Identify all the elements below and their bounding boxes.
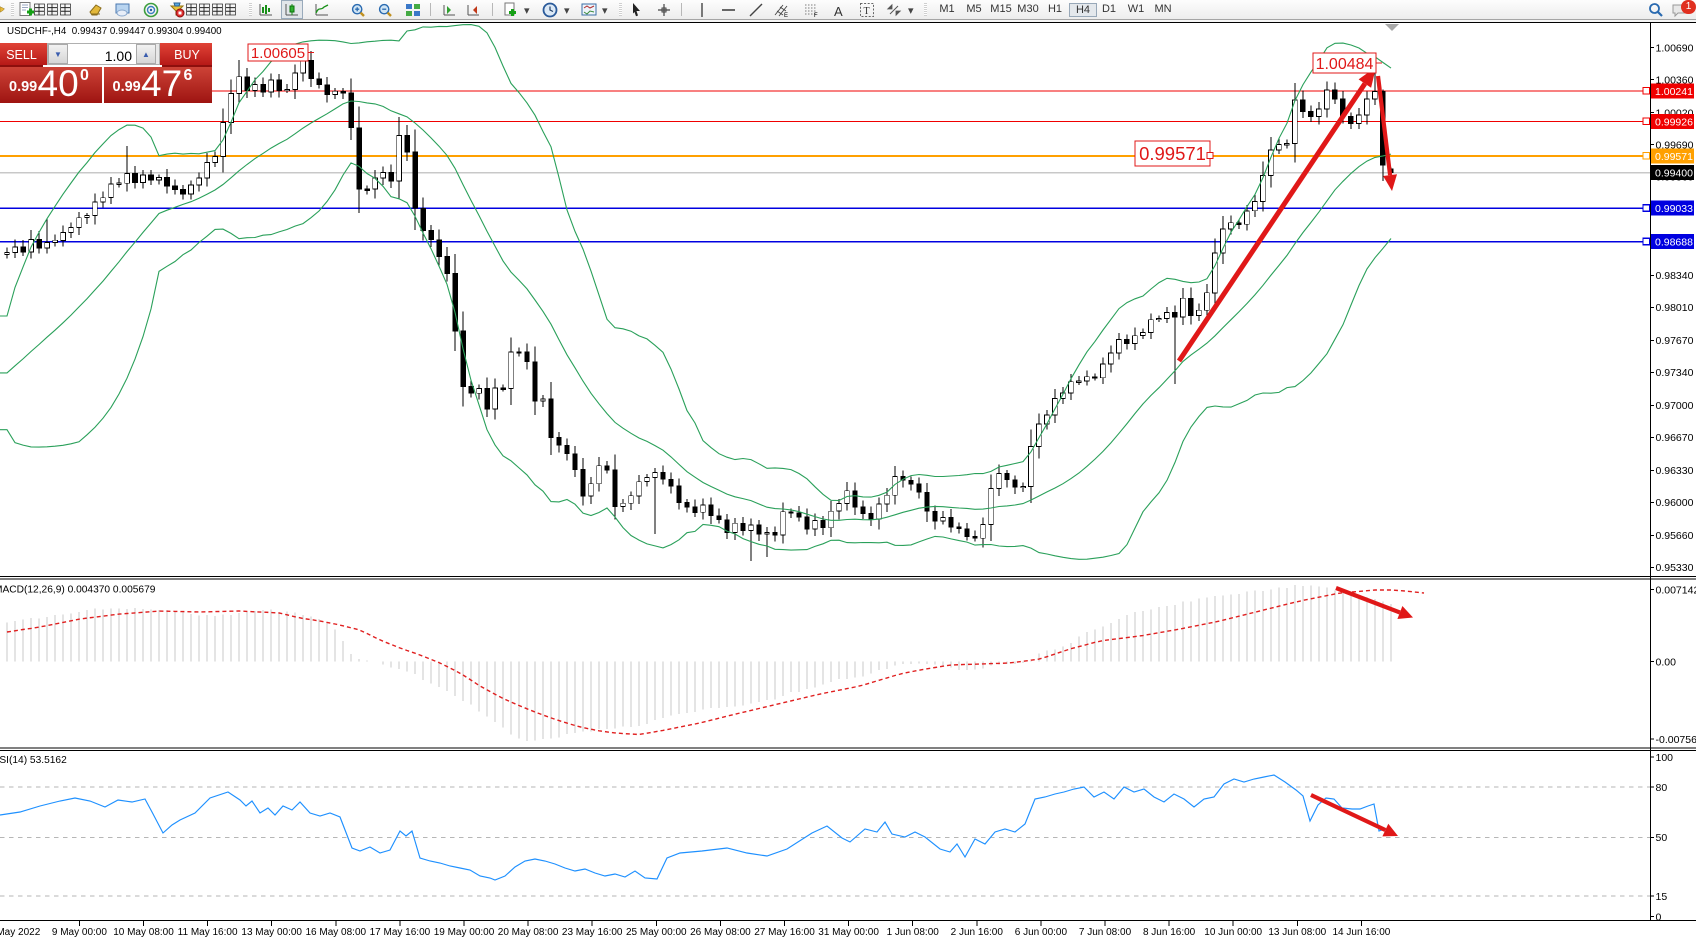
svg-text:80: 80 <box>1656 782 1668 794</box>
svg-text:14 Jun 16:00: 14 Jun 16:00 <box>1332 927 1390 938</box>
svg-text:10 Jun 00:00: 10 Jun 00:00 <box>1204 927 1262 938</box>
svg-text:6 Jun 00:00: 6 Jun 00:00 <box>1015 927 1068 938</box>
svg-text:E: E <box>784 13 788 18</box>
svg-text:17 May 16:00: 17 May 16:00 <box>370 927 431 938</box>
svg-text:0.007142: 0.007142 <box>1656 584 1696 596</box>
svg-text:2 Jun 16:00: 2 Jun 16:00 <box>951 927 1004 938</box>
svg-text:0.98340: 0.98340 <box>1656 270 1694 282</box>
svg-text:10 May 08:00: 10 May 08:00 <box>113 927 174 938</box>
svg-text:25 May 00:00: 25 May 00:00 <box>626 927 687 938</box>
svg-text:26 May 08:00: 26 May 08:00 <box>690 927 751 938</box>
svg-text:0.97000: 0.97000 <box>1656 400 1694 412</box>
svg-text:9 May 00:00: 9 May 00:00 <box>52 927 107 938</box>
svg-text:0.99033: 0.99033 <box>1655 203 1693 215</box>
svg-text:0.96330: 0.96330 <box>1656 465 1694 477</box>
svg-text:0.99571: 0.99571 <box>1655 151 1693 163</box>
svg-text:100: 100 <box>1656 752 1674 764</box>
svg-text:7 Jun 08:00: 7 Jun 08:00 <box>1079 927 1132 938</box>
svg-text:20 May 08:00: 20 May 08:00 <box>498 927 559 938</box>
svg-text:16 May 08:00: 16 May 08:00 <box>305 927 366 938</box>
svg-text:1 Jun 08:00: 1 Jun 08:00 <box>887 927 940 938</box>
svg-text:0.95330: 0.95330 <box>1656 562 1694 574</box>
svg-text:6 May 2022: 6 May 2022 <box>0 927 41 938</box>
svg-text:0.99400: 0.99400 <box>1655 167 1693 179</box>
svg-text:31 May 00:00: 31 May 00:00 <box>818 927 879 938</box>
svg-text:27 May 16:00: 27 May 16:00 <box>754 927 815 938</box>
svg-text:0.98010: 0.98010 <box>1656 302 1694 314</box>
svg-text:0.99690: 0.99690 <box>1656 139 1694 151</box>
svg-text:T: T <box>864 6 870 17</box>
svg-text:F: F <box>814 13 818 18</box>
svg-text:0.00: 0.00 <box>1656 656 1677 668</box>
svg-text:0.95660: 0.95660 <box>1656 530 1694 542</box>
svg-text:13 Jun 08:00: 13 Jun 08:00 <box>1268 927 1326 938</box>
svg-text:-0.007561: -0.007561 <box>1656 734 1696 746</box>
svg-text:1.00484: 1.00484 <box>1316 56 1374 73</box>
svg-text:11 May 16:00: 11 May 16:00 <box>178 927 238 938</box>
svg-text:1.00690: 1.00690 <box>1656 42 1694 54</box>
svg-text:RSI(14) 53.5162: RSI(14) 53.5162 <box>0 755 67 766</box>
svg-text:8 Jun 16:00: 8 Jun 16:00 <box>1143 927 1196 938</box>
svg-text:1.00360: 1.00360 <box>1656 74 1694 86</box>
svg-text:0.96670: 0.96670 <box>1656 432 1694 444</box>
svg-text:1.00241: 1.00241 <box>1655 86 1693 98</box>
svg-text:0.97340: 0.97340 <box>1656 367 1694 379</box>
svg-text:50: 50 <box>1656 832 1668 844</box>
svg-text:0.96000: 0.96000 <box>1656 497 1694 509</box>
svg-text:19 May 00:00: 19 May 00:00 <box>434 927 495 938</box>
svg-text:0.99571: 0.99571 <box>1139 143 1206 164</box>
svg-text:0.99926: 0.99926 <box>1655 116 1693 128</box>
svg-text:0: 0 <box>1656 911 1662 923</box>
svg-text:1.00605: 1.00605 <box>251 45 305 62</box>
svg-text:0.97670: 0.97670 <box>1656 335 1694 347</box>
svg-text:15: 15 <box>1656 891 1668 903</box>
svg-text:13 May 00:00: 13 May 00:00 <box>241 927 302 938</box>
svg-text:0.98688: 0.98688 <box>1655 237 1693 249</box>
svg-text:23 May 16:00: 23 May 16:00 <box>562 927 623 938</box>
svg-text:MACD(12,26,9) 0.004370 0.00567: MACD(12,26,9) 0.004370 0.005679 <box>0 585 156 596</box>
